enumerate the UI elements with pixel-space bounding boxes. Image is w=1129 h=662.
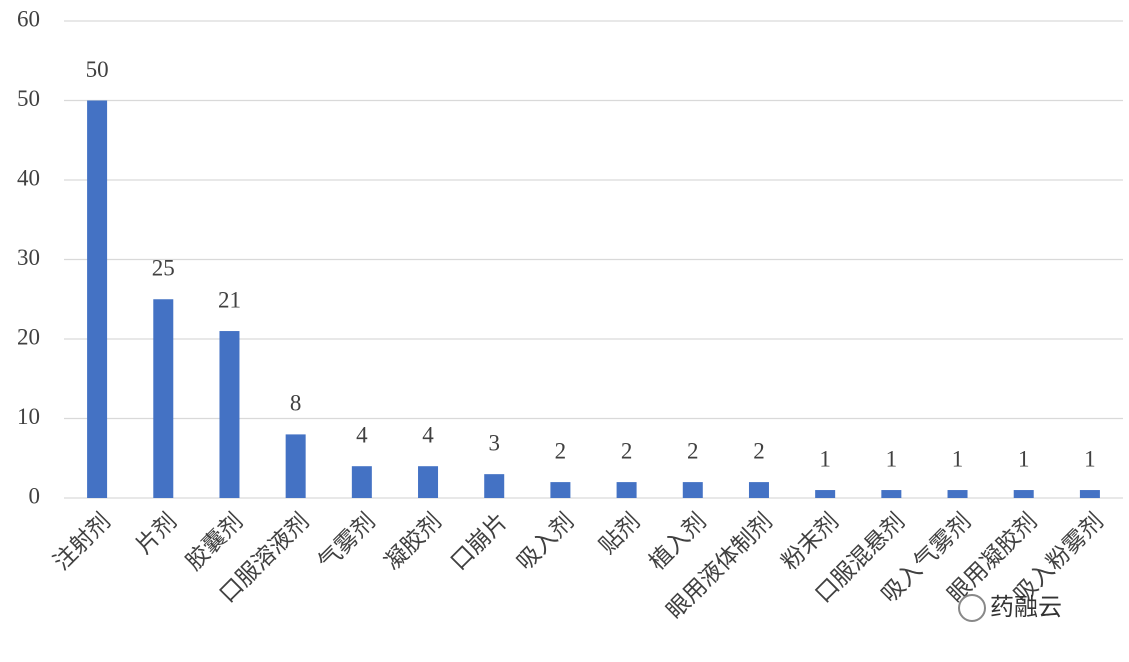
y-tick-label: 0 <box>29 483 41 508</box>
x-tick-label: 气雾剂 <box>314 508 381 575</box>
x-tick-label: 贴剂 <box>595 508 646 559</box>
value-label: 1 <box>819 446 831 471</box>
bar <box>748 482 769 498</box>
value-label: 4 <box>422 422 434 447</box>
y-tick-label: 40 <box>17 165 40 190</box>
watermark-icon <box>958 594 986 622</box>
bar <box>87 100 108 498</box>
value-label: 21 <box>218 287 241 312</box>
bar <box>285 434 306 498</box>
value-label: 1 <box>1018 446 1030 471</box>
value-label: 2 <box>621 438 633 463</box>
y-tick-label: 60 <box>17 6 40 31</box>
value-label: 25 <box>152 256 175 281</box>
value-label: 1 <box>952 446 964 471</box>
y-tick-label: 20 <box>17 324 40 349</box>
bar <box>351 466 372 498</box>
value-label: 2 <box>555 438 567 463</box>
x-tick-label: 凝胶剂 <box>380 508 447 575</box>
bar <box>682 482 703 498</box>
bar <box>815 490 836 498</box>
bar <box>153 299 174 498</box>
x-tick-label: 片剂 <box>131 508 182 559</box>
value-label: 1 <box>886 446 898 471</box>
y-tick-label: 10 <box>17 404 40 429</box>
y-tick-label: 30 <box>17 245 40 270</box>
value-label: 50 <box>86 57 109 82</box>
bar <box>947 490 968 498</box>
value-label: 2 <box>687 438 699 463</box>
bar <box>616 482 637 498</box>
value-label: 2 <box>753 438 765 463</box>
y-tick-label: 50 <box>17 86 40 111</box>
bar <box>1079 490 1100 498</box>
bar <box>219 331 240 498</box>
x-tick-label: 吸入剂 <box>512 508 579 575</box>
watermark-text: 药融云 <box>990 593 1062 621</box>
value-label: 1 <box>1084 446 1096 471</box>
value-label: 8 <box>290 391 302 416</box>
bar <box>418 466 439 498</box>
watermark: 药融云 <box>958 593 1062 622</box>
value-label: 3 <box>488 430 500 455</box>
bar <box>1013 490 1034 498</box>
bar <box>484 474 505 498</box>
bar <box>550 482 571 498</box>
bar <box>881 490 902 498</box>
x-tick-label: 口崩片 <box>446 508 513 575</box>
value-label: 4 <box>356 422 368 447</box>
x-tick-label: 注射剂 <box>49 508 116 575</box>
